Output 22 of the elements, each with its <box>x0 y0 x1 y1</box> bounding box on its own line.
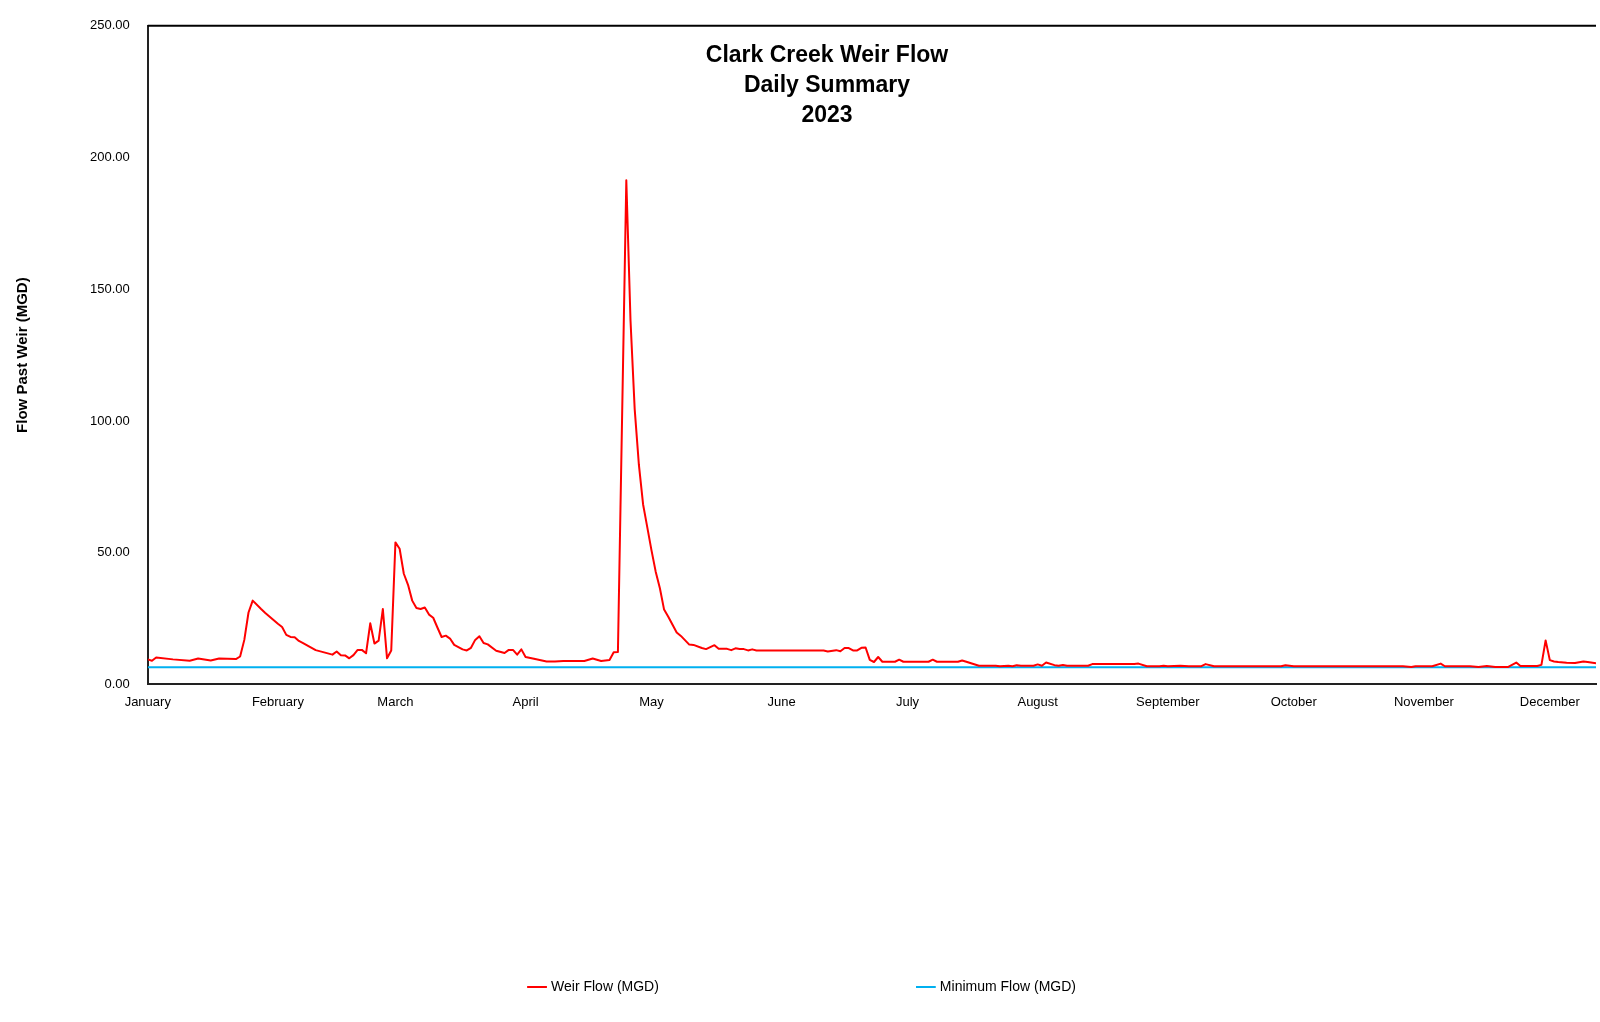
text: Clark Creek Weir Flow Daily Summary 2023 <box>705 40 949 127</box>
x-tick-label: February <box>251 693 305 709</box>
x-tick-label: April <box>512 693 539 709</box>
x-tick-label: June <box>767 693 796 709</box>
x-tick-label: December <box>1519 693 1581 709</box>
x-tick-label: March <box>377 693 414 709</box>
legend-label: Minimum Flow (MGD) <box>939 977 1076 994</box>
y-tick-label: 0.00 <box>104 675 130 691</box>
y-tick-label: 250.00 <box>90 17 130 33</box>
x-tick-label: September <box>1136 693 1201 709</box>
y-tick-label: 200.00 <box>90 149 130 165</box>
x-tick-label: May <box>639 693 665 709</box>
y-tick-label: 100.00 <box>90 412 130 428</box>
legend-label: Weir Flow (MGD) <box>551 977 659 994</box>
y-tick-label: 50.00 <box>97 544 130 560</box>
x-tick-label: January <box>124 693 172 709</box>
x-tick-label: October <box>1270 693 1318 709</box>
x-tick-label: August <box>1017 693 1059 709</box>
x-tick-label: July <box>896 693 920 709</box>
y-tick-label: 150.00 <box>90 280 130 296</box>
y-axis-title: Flow Past Weir (MGD) <box>13 277 31 433</box>
x-tick-label: November <box>1393 693 1455 709</box>
